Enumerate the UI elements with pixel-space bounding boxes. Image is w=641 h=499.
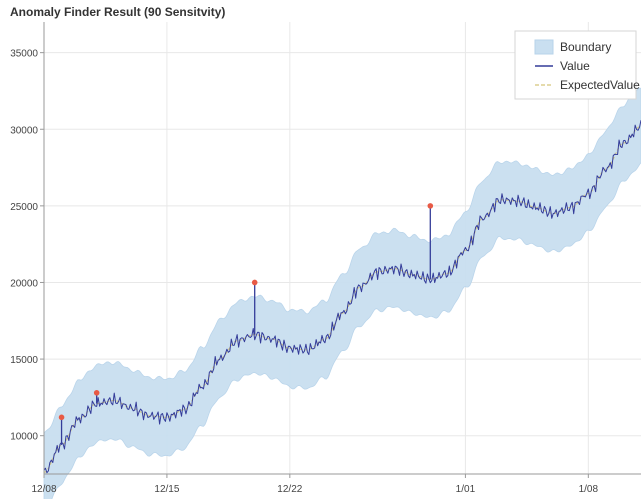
anomaly-point [58, 414, 65, 421]
x-tick-label: 12/15 [154, 484, 179, 495]
axis-layer: 12/08 12/15 12/22 1/01 1/08 10000 15000 20000 25… [10, 22, 641, 495]
y-tick-label: 25000 [10, 202, 38, 213]
legend-value-label: Value [560, 59, 590, 73]
legend-boundary-label: Boundary [560, 40, 611, 54]
x-tick-label: 1/08 [579, 484, 599, 495]
y-tick-label: 30000 [10, 125, 38, 136]
anomaly-layer [58, 203, 434, 421]
y-tick-label: 10000 [10, 432, 38, 443]
anomaly-point [427, 203, 434, 209]
legend: Boundary Value ExpectedValue [514, 30, 640, 100]
y-tick-label: 15000 [10, 355, 38, 366]
x-tick-label: 1/01 [456, 484, 476, 495]
y-tick-label: 20000 [10, 278, 38, 289]
x-tick-label: 12/08 [31, 484, 56, 495]
chart-title: Anomaly Finder Result (90 Sensitvity) [10, 5, 226, 19]
y-tick-label: 35000 [10, 49, 38, 60]
band-layer [43, 87, 641, 499]
legend-boundary-swatch [534, 39, 554, 55]
x-tick-label: 12/22 [277, 484, 302, 495]
anomaly-point [93, 389, 100, 396]
value-line [43, 120, 641, 474]
boundary-band [43, 87, 641, 499]
anomaly-point [251, 279, 258, 286]
legend-expected-label: ExpectedValue [560, 78, 640, 92]
